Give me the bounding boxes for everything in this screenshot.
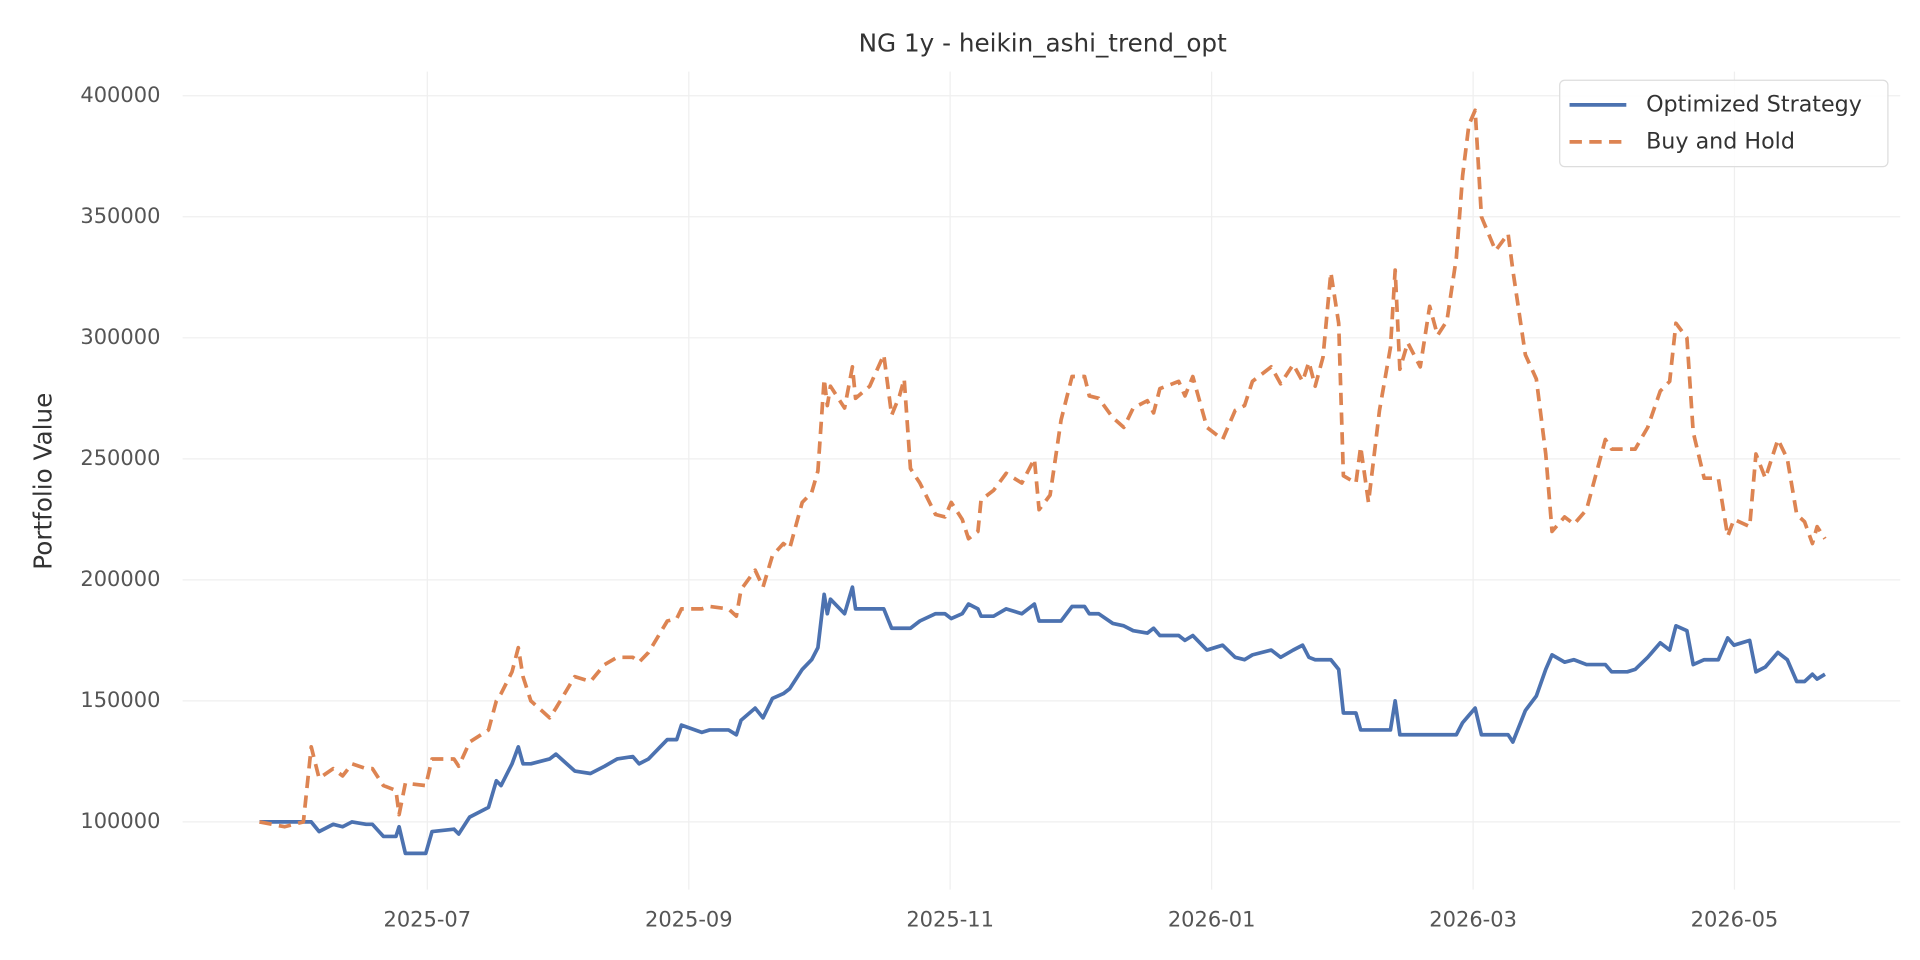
grid bbox=[182, 71, 1901, 890]
chart-title: NG 1y - heikin_ashi_trend_opt bbox=[859, 28, 1228, 57]
y-tick-label: 350000 bbox=[80, 204, 160, 228]
legend-label: Buy and Hold bbox=[1646, 128, 1795, 154]
y-tick-label: 200000 bbox=[80, 567, 160, 591]
plot-lines bbox=[259, 108, 1827, 856]
y-tick-label: 300000 bbox=[80, 325, 160, 349]
y-tick-label: 250000 bbox=[80, 446, 160, 470]
legend: Optimized Strategy Buy and Hold bbox=[1559, 79, 1889, 168]
series-line bbox=[259, 108, 1827, 829]
x-tick-label: 2026-01 bbox=[1168, 908, 1256, 932]
x-tick-label: 2026-05 bbox=[1691, 908, 1779, 932]
x-tick-label: 2025-11 bbox=[906, 908, 994, 932]
y-tick-label: 400000 bbox=[80, 83, 160, 107]
series-line bbox=[259, 585, 1826, 856]
x-tick-label: 2025-07 bbox=[384, 908, 472, 932]
x-tick-label: 2025-09 bbox=[645, 908, 733, 932]
y-axis-label: Portfolio Value bbox=[28, 393, 57, 570]
y-tick-label: 150000 bbox=[80, 688, 160, 712]
legend-box bbox=[1559, 79, 1889, 168]
x-tick-label: 2026-03 bbox=[1429, 908, 1517, 932]
y-tick-label: 100000 bbox=[80, 809, 160, 833]
tick-labels: 100000 150000 200000 250000 300000 350000 4000… bbox=[80, 83, 1778, 932]
legend-label: Optimized Strategy bbox=[1646, 91, 1862, 117]
